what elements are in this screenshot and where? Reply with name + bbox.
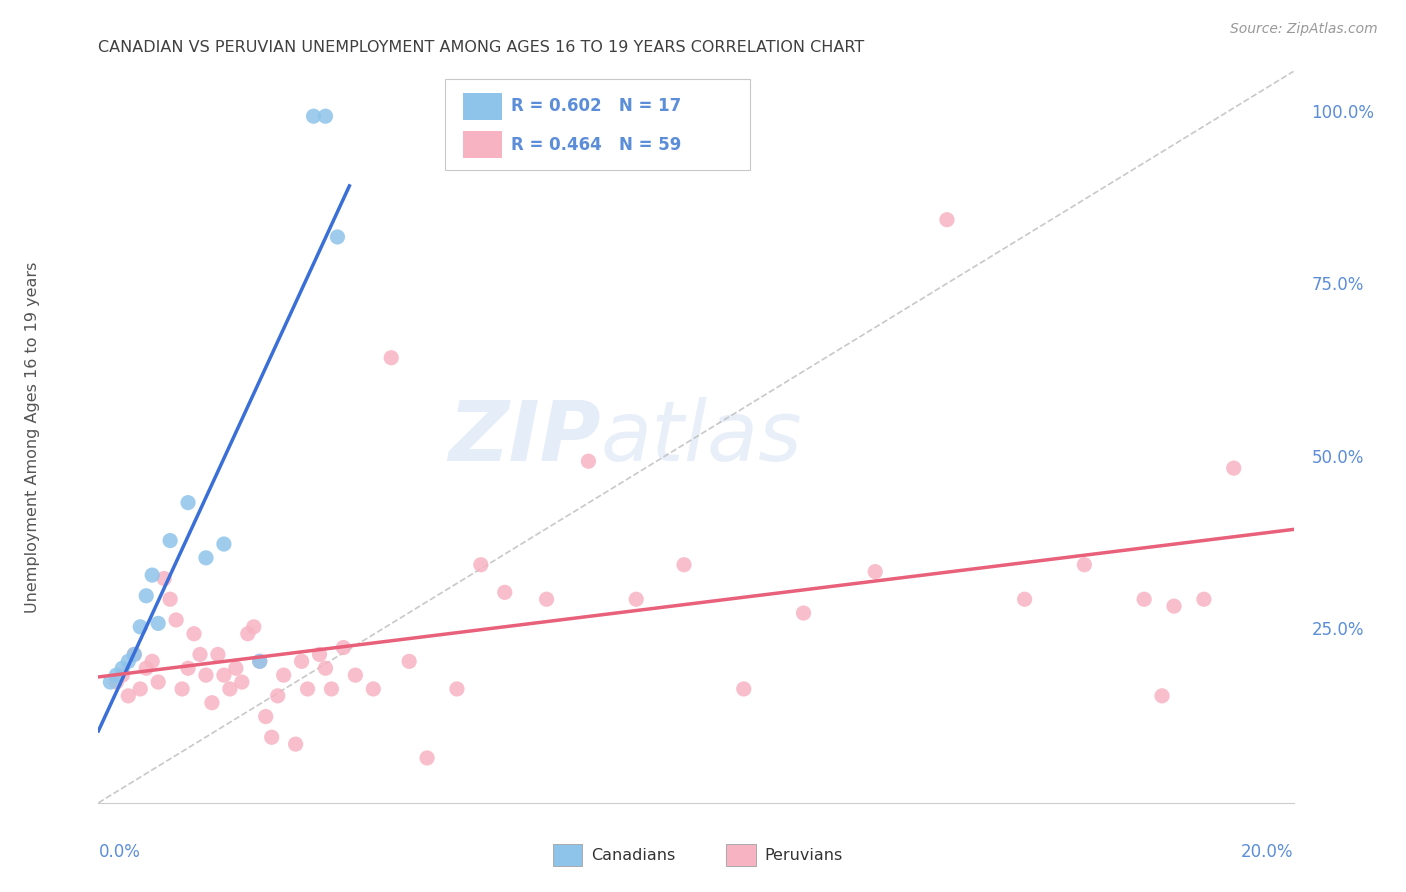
Point <box>1014 592 1036 607</box>
Text: CANADIAN VS PERUVIAN UNEMPLOYMENT AMONG AGES 16 TO 19 YEARS CORRELATION CHART: CANADIAN VS PERUVIAN UNEMPLOYMENT AMONG … <box>98 40 865 55</box>
Point <box>148 616 170 631</box>
Point <box>194 550 218 565</box>
Point <box>315 661 337 675</box>
Point <box>201 696 224 710</box>
FancyBboxPatch shape <box>444 78 749 170</box>
Bar <box>463 93 502 120</box>
Text: atlas: atlas <box>600 397 801 477</box>
Point <box>578 454 600 468</box>
Point <box>212 537 235 551</box>
Point <box>1163 599 1185 614</box>
Point <box>129 681 152 696</box>
Point <box>470 558 492 572</box>
Point <box>624 592 647 607</box>
Point <box>1133 592 1156 607</box>
Point <box>231 675 253 690</box>
Point <box>207 648 229 662</box>
Point <box>183 626 205 640</box>
Point <box>284 737 307 751</box>
Point <box>159 592 181 607</box>
Text: Canadians: Canadians <box>591 848 675 863</box>
Point <box>1223 461 1246 475</box>
Point <box>212 668 235 682</box>
Point <box>243 620 266 634</box>
Point <box>98 675 122 690</box>
Point <box>380 351 402 365</box>
Point <box>673 558 696 572</box>
Point <box>446 681 468 696</box>
Bar <box>463 130 502 159</box>
Point <box>129 620 152 634</box>
Point <box>1150 689 1173 703</box>
Point <box>148 675 170 690</box>
Point <box>494 585 516 599</box>
Text: 75.0%: 75.0% <box>1312 277 1364 294</box>
Text: 50.0%: 50.0% <box>1312 449 1364 467</box>
Text: R = 0.464   N = 59: R = 0.464 N = 59 <box>510 136 681 153</box>
Point <box>188 648 211 662</box>
Text: ZIP: ZIP <box>447 397 600 477</box>
Point <box>124 648 146 662</box>
Point <box>260 731 283 745</box>
Point <box>315 109 337 123</box>
Text: Unemployment Among Ages 16 to 19 years: Unemployment Among Ages 16 to 19 years <box>25 261 41 613</box>
Point <box>344 668 367 682</box>
Point <box>267 689 290 703</box>
Text: R = 0.602   N = 17: R = 0.602 N = 17 <box>510 97 681 115</box>
Point <box>363 681 385 696</box>
Point <box>141 568 163 582</box>
Point <box>733 681 755 696</box>
Point <box>141 654 163 668</box>
Text: Peruvians: Peruvians <box>763 848 842 863</box>
Point <box>326 230 349 244</box>
Text: Source: ZipAtlas.com: Source: ZipAtlas.com <box>1230 22 1378 37</box>
Bar <box>553 845 582 866</box>
Point <box>117 654 139 668</box>
Point <box>159 533 181 548</box>
Point <box>536 592 558 607</box>
Point <box>254 709 277 723</box>
Point <box>105 668 128 682</box>
Point <box>398 654 420 668</box>
Point <box>321 681 343 696</box>
Point <box>1073 558 1095 572</box>
Text: 20.0%: 20.0% <box>1241 843 1294 861</box>
Point <box>111 661 134 675</box>
Point <box>194 668 218 682</box>
Point <box>153 572 176 586</box>
Point <box>302 109 325 123</box>
Text: 100.0%: 100.0% <box>1312 103 1375 122</box>
Point <box>111 668 134 682</box>
Point <box>172 681 194 696</box>
Point <box>936 212 959 227</box>
Point <box>308 648 330 662</box>
Point <box>135 661 157 675</box>
Text: 25.0%: 25.0% <box>1312 622 1364 640</box>
Point <box>177 495 200 509</box>
Point <box>117 689 139 703</box>
Text: 0.0%: 0.0% <box>98 843 141 861</box>
Point <box>865 565 887 579</box>
Point <box>105 675 128 690</box>
Point <box>416 751 439 765</box>
Point <box>1192 592 1215 607</box>
Bar <box>725 845 756 866</box>
Point <box>124 648 146 662</box>
Point <box>236 626 259 640</box>
Point <box>249 654 271 668</box>
Point <box>290 654 312 668</box>
Point <box>219 681 242 696</box>
Point <box>273 668 295 682</box>
Point <box>332 640 354 655</box>
Point <box>135 589 157 603</box>
Point <box>249 654 271 668</box>
Point <box>165 613 187 627</box>
Point <box>793 606 815 620</box>
Point <box>297 681 319 696</box>
Point <box>225 661 247 675</box>
Point <box>177 661 200 675</box>
